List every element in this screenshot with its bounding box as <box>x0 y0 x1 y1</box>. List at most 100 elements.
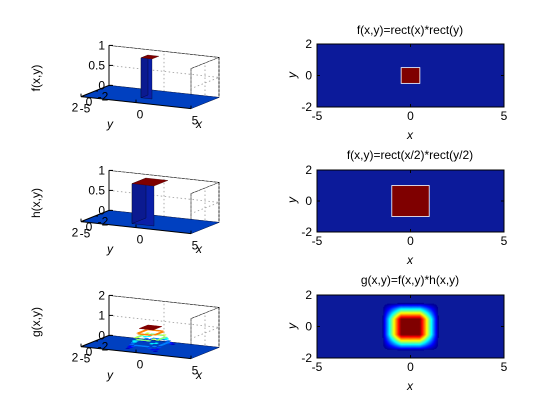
heatmap-cell <box>384 329 386 331</box>
heatmap-cell <box>390 333 393 335</box>
heatmap-cell <box>414 316 416 318</box>
heatmap-cell <box>434 316 437 318</box>
heatmap-cell <box>418 325 421 327</box>
heatmap-cell <box>411 336 413 338</box>
heatmap-cell <box>409 318 411 320</box>
heatmap-cell <box>426 332 428 334</box>
heatmap-cell <box>433 327 436 329</box>
heatmap-cell <box>396 328 398 330</box>
heatmap-cell <box>383 320 385 323</box>
heatmap-cell <box>425 343 427 346</box>
heatmap-cell <box>412 331 414 333</box>
heatmap-cell <box>395 314 397 316</box>
heatmap-cell <box>409 308 411 310</box>
heatmap-cell <box>417 332 420 334</box>
x-tick-label: -5 <box>80 352 91 366</box>
heatmap-cell <box>388 328 391 330</box>
heatmap-cell <box>428 317 430 319</box>
heatmap-cell <box>417 324 419 326</box>
heatmap-cell <box>417 307 420 309</box>
heatmap-cell <box>391 320 394 323</box>
heatmap-cell <box>424 331 426 333</box>
heatmap-cell <box>398 337 400 339</box>
heatmap-cell <box>424 324 426 327</box>
heatmap-cell <box>398 325 400 327</box>
heatmap-cell <box>408 332 410 334</box>
heatmap-cell <box>404 320 407 323</box>
heatmap-cell <box>393 328 396 330</box>
heatmap-cell <box>395 316 397 318</box>
heatmap-cell <box>425 338 427 340</box>
heatmap-cell <box>388 333 390 335</box>
heatmap-cell <box>414 302 416 305</box>
heatmap-cell <box>425 325 427 327</box>
heatmap-cell <box>427 340 429 342</box>
heatmap-cell <box>428 318 430 320</box>
heatmap-cell <box>427 306 429 308</box>
heatmap-cell <box>427 317 429 319</box>
heatmap-cell <box>436 317 439 320</box>
heatmap-cell <box>391 306 394 308</box>
heatmap-cell <box>399 349 401 351</box>
heatmap-cell <box>397 324 399 326</box>
heatmap-cell <box>385 325 387 327</box>
heatmap-cell <box>429 342 431 344</box>
heatmap-cell <box>430 313 432 316</box>
heatmap-cell <box>407 346 410 349</box>
heatmap-cell <box>387 314 389 316</box>
heatmap-cell <box>383 329 385 331</box>
heatmap-cell <box>404 331 407 333</box>
heatmap-cell <box>394 309 396 311</box>
heatmap-cell <box>435 339 438 341</box>
heatmap-cell <box>423 309 425 311</box>
heatmap-cell <box>403 341 405 343</box>
heatmap-cell <box>415 317 417 320</box>
heatmap-cell <box>433 335 436 338</box>
heatmap-cell <box>411 334 413 336</box>
heatmap-cell <box>419 306 422 308</box>
heatmap-cell <box>427 320 429 323</box>
heatmap-cell <box>416 328 418 330</box>
heatmap-cell <box>407 320 410 322</box>
heatmap-cell <box>435 309 438 312</box>
heatmap-cell <box>409 325 411 327</box>
heatmap-cell <box>403 320 406 323</box>
heatmap-cell <box>432 305 435 307</box>
heatmap-cell <box>400 344 402 346</box>
heatmap-cell <box>391 314 394 316</box>
heatmap-cell <box>434 326 437 328</box>
heatmap-cell <box>437 321 439 323</box>
heatmap-cell <box>394 348 396 350</box>
heatmap-cell <box>435 328 438 330</box>
heatmap-cell <box>409 307 411 309</box>
heatmap-cell <box>414 315 416 317</box>
heatmap-cell <box>436 320 439 323</box>
heatmap-cell <box>431 314 433 316</box>
heatmap-cell <box>413 309 415 312</box>
heatmap-cell <box>410 325 412 327</box>
heatmap-cell <box>428 333 430 335</box>
heatmap-cell <box>423 327 425 329</box>
heatmap-cell <box>420 335 423 337</box>
heatmap-cell <box>434 337 437 339</box>
heatmap-cell <box>419 328 422 330</box>
heatmap-cell <box>384 328 386 330</box>
heatmap-cell <box>394 345 396 347</box>
heatmap-cell <box>434 309 437 312</box>
heatmap-cell <box>385 339 387 342</box>
heatmap-cell <box>407 315 410 317</box>
heatmap-cell <box>436 340 439 342</box>
heatmap-cell <box>386 321 388 323</box>
heatmap-cell <box>396 342 398 344</box>
heatmap-cell <box>415 348 417 350</box>
heatmap-cell <box>386 327 388 329</box>
heatmap-cell <box>409 305 411 307</box>
x-tick-label: -5 <box>312 234 323 248</box>
heatmap-cell <box>437 328 439 331</box>
heatmap-cell <box>426 348 428 350</box>
heatmap-cell <box>385 308 387 310</box>
heatmap-cell <box>394 312 396 314</box>
heatmap-cell <box>401 333 403 335</box>
heatmap-cell <box>388 313 391 315</box>
heatmap-cell <box>426 328 428 330</box>
